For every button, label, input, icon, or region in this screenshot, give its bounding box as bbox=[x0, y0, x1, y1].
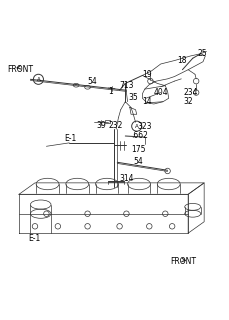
Bar bbox=[104, 120, 110, 124]
Text: 18: 18 bbox=[176, 56, 185, 65]
Text: 404: 404 bbox=[153, 88, 168, 97]
Text: 54: 54 bbox=[87, 76, 97, 86]
Text: 25: 25 bbox=[196, 49, 206, 58]
Text: 14: 14 bbox=[142, 97, 151, 106]
Text: 314: 314 bbox=[119, 174, 134, 183]
Text: 232: 232 bbox=[108, 121, 122, 130]
Text: 39: 39 bbox=[96, 121, 106, 130]
Text: 175: 175 bbox=[131, 145, 145, 154]
Text: 54: 54 bbox=[133, 157, 142, 166]
Text: A: A bbox=[36, 77, 40, 82]
Text: FRONT: FRONT bbox=[8, 65, 33, 74]
Text: 35: 35 bbox=[128, 92, 138, 102]
Text: 713: 713 bbox=[119, 81, 134, 90]
Text: 19: 19 bbox=[142, 70, 151, 79]
Text: .662: .662 bbox=[131, 132, 147, 140]
Text: FRONT: FRONT bbox=[169, 257, 195, 266]
Text: A: A bbox=[134, 124, 138, 129]
Text: 234: 234 bbox=[183, 88, 197, 97]
Text: E-1: E-1 bbox=[64, 134, 77, 143]
Text: E-1: E-1 bbox=[28, 234, 40, 244]
Text: 1: 1 bbox=[108, 87, 112, 96]
Text: 323: 323 bbox=[137, 122, 152, 131]
Text: 32: 32 bbox=[183, 97, 192, 106]
